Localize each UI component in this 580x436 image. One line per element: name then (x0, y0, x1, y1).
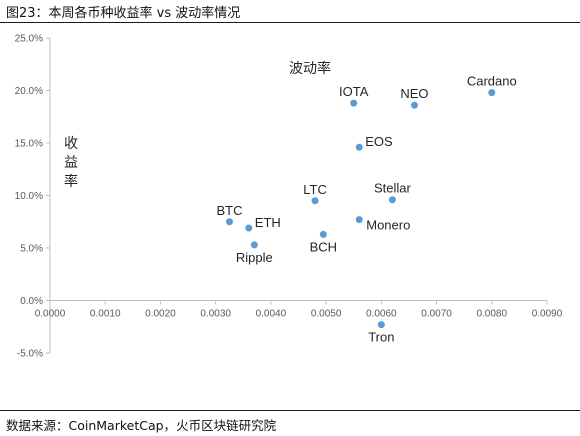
x-tick-label: 0.0020 (145, 309, 176, 320)
y-tick-label: 20.0% (15, 86, 43, 97)
data-label: ETH (255, 215, 281, 230)
x-tick-label: 0.0060 (366, 309, 397, 320)
figure-title: 图23：本周各币种收益率 vs 波动率情况 (6, 6, 241, 21)
x-tick-label: 0.0040 (256, 309, 287, 320)
data-point (250, 241, 258, 249)
data-label: BTC (216, 203, 242, 218)
data-label: Ripple (236, 250, 273, 265)
x-tick-label: 0.0080 (476, 309, 507, 320)
x-tick-label: 0.0010 (90, 309, 121, 320)
y-tick-label: 15.0% (15, 139, 43, 150)
y-tick-label: 10.0% (15, 191, 43, 202)
data-label: Tron (368, 330, 394, 345)
x-axis-title: 波动率 (289, 60, 331, 77)
data-point (388, 196, 396, 204)
data-point (225, 218, 233, 226)
y-tick-label: 25.0% (15, 34, 43, 45)
title-divider (0, 22, 580, 23)
data-point (245, 224, 253, 232)
data-point (350, 99, 358, 107)
data-label: Cardano (467, 74, 517, 89)
data-label: Stellar (374, 181, 412, 196)
data-point (355, 143, 363, 151)
x-tick-label: 0.0050 (311, 309, 342, 320)
data-label: EOS (365, 134, 393, 149)
data-point (488, 89, 496, 97)
data-point (410, 101, 418, 109)
data-point (355, 216, 363, 224)
y-tick-label: 5.0% (20, 244, 43, 255)
x-tick-label: 0.0030 (200, 309, 231, 320)
source-note: 数据来源：CoinMarketCap，火币区块链研究院 (6, 418, 277, 433)
data-label: LTC (303, 182, 327, 197)
data-label: BCH (310, 239, 337, 254)
data-point (319, 230, 327, 238)
data-label: NEO (400, 86, 428, 101)
scatter-chart: 25.0% 20.0% 15.0% 10.0% 5.0% 0.0% -5.0% 0.0000 0… (15, 34, 563, 360)
x-tick-label: 0.0090 (532, 309, 563, 320)
data-label: Monero (366, 218, 410, 233)
x-tick-label: 0.0070 (421, 309, 452, 320)
y-tick-label: -5.0% (17, 349, 43, 360)
footer-divider (0, 410, 580, 411)
data-point (377, 321, 385, 329)
data-label: IOTA (339, 84, 369, 99)
x-tick-label: 0.0000 (35, 309, 66, 320)
y-axis-title: 收益率 (64, 136, 78, 190)
y-tick-label: 0.0% (20, 296, 43, 307)
data-point (311, 197, 319, 205)
